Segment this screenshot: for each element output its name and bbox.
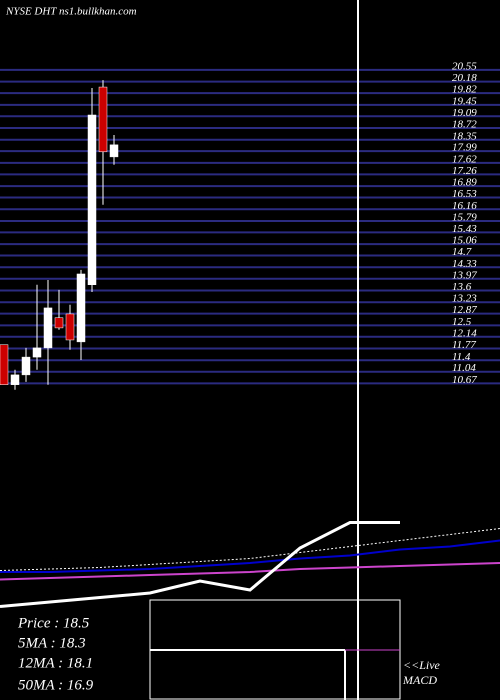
indicator-line <box>0 521 400 608</box>
candle-body <box>43 307 53 349</box>
candle-body <box>10 374 20 385</box>
y-tick-label: 14.7 <box>452 246 472 258</box>
stat: 12MA : 18.1 <box>18 655 93 671</box>
candle-body <box>32 347 42 358</box>
y-tick-label: 17.26 <box>452 165 477 177</box>
stat: Price : 18.5 <box>17 615 90 631</box>
y-tick-label: 11.04 <box>452 362 476 374</box>
y-tick-label: 17.62 <box>452 153 477 165</box>
y-tick-label: 15.43 <box>452 223 477 235</box>
candle-body <box>109 144 119 158</box>
y-tick-label: 11.4 <box>452 351 471 363</box>
y-tick-label: 17.99 <box>452 142 477 154</box>
y-tick-label: 12.87 <box>452 304 477 316</box>
live-link[interactable]: <<Live <box>403 658 441 672</box>
y-tick-label: 16.53 <box>452 188 477 200</box>
y-tick-label: 16.89 <box>452 177 477 189</box>
y-tick-label: 16.16 <box>452 200 477 212</box>
stat: 5MA : 18.3 <box>18 635 86 651</box>
y-tick-label: 18.72 <box>452 119 477 131</box>
y-tick-label: 12.5 <box>452 316 472 328</box>
y-tick-label: 10.67 <box>452 374 477 386</box>
y-tick-label: 19.82 <box>452 84 477 96</box>
macd-label: MACD <box>402 673 437 687</box>
candle-body <box>21 356 31 376</box>
indicator-line <box>0 562 500 581</box>
y-tick-label: 20.55 <box>452 60 477 72</box>
y-tick-label: 13.6 <box>452 281 472 293</box>
y-tick-label: 13.97 <box>452 269 477 281</box>
y-tick-label: 18.35 <box>452 130 477 142</box>
y-tick-label: 11.77 <box>452 339 476 351</box>
candle-body <box>54 317 64 329</box>
candle-body <box>65 313 75 341</box>
indicator-line <box>0 528 500 571</box>
candle-body <box>87 114 97 285</box>
candle-body <box>0 344 9 385</box>
chart-title: NYSE DHT ns1.bullkhan.com <box>5 6 137 18</box>
y-tick-label: 20.18 <box>452 72 477 84</box>
y-tick-label: 12.14 <box>452 327 477 339</box>
y-tick-label: 15.79 <box>452 212 477 224</box>
y-tick-label: 19.45 <box>452 95 477 107</box>
y-tick-label: 14.33 <box>452 258 477 270</box>
y-tick-label: 13.23 <box>452 293 477 305</box>
y-tick-label: 19.09 <box>452 107 477 119</box>
stat: 50MA : 16.9 <box>18 677 94 693</box>
candle-body <box>76 273 86 343</box>
candle-body <box>98 86 108 153</box>
indicator-line <box>0 539 500 573</box>
y-tick-label: 15.06 <box>452 235 477 247</box>
